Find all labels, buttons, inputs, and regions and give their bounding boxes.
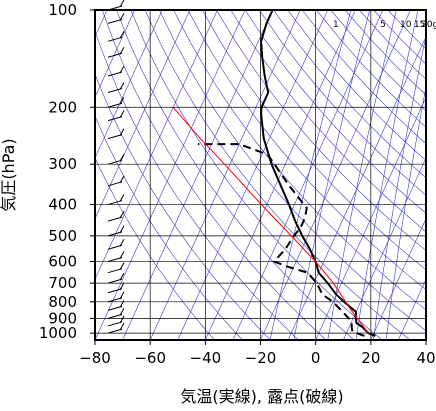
- dry-adiabat-line: [259, 10, 426, 196]
- y-axis-title: 気圧(hPa): [0, 138, 18, 211]
- wind-barb-flag: [119, 153, 125, 162]
- wind-barb-flag: [119, 251, 125, 259]
- parcel-line: [172, 106, 369, 334]
- wind-barb-flag: [119, 308, 125, 316]
- isotherm-line: [177, 10, 329, 340]
- wind-barb-flag: [119, 322, 125, 331]
- wind-barbs: [107, 0, 125, 334]
- isotherm-line: [149, 10, 301, 340]
- dry-adiabat-line: [216, 10, 426, 251]
- y-tick-label: 200: [48, 98, 77, 116]
- wind-barb-flag: [119, 272, 125, 281]
- wind-barb-flag: [119, 97, 125, 105]
- temperature-line: [260, 10, 376, 337]
- x-tick-label: −80: [79, 349, 111, 367]
- y-tick-label: 400: [48, 196, 77, 214]
- wind-barb-flag: [119, 65, 125, 74]
- isotherm-line: [95, 10, 246, 340]
- profile-series: [172, 10, 376, 337]
- wind-barb-flag: [119, 300, 125, 308]
- wind-barb-flag: [119, 46, 125, 55]
- y-tick-label: 800: [48, 293, 77, 311]
- mixing-ratio-label: 5: [380, 20, 386, 30]
- x-tick-label: 40: [416, 349, 435, 367]
- mixing-ratio-label: 10: [400, 20, 412, 30]
- wind-barb-flag: [119, 194, 125, 202]
- mixing-ratio-label: 20g: [421, 20, 436, 30]
- x-tick-label: −40: [190, 349, 222, 367]
- dry-adiabat-line: [116, 10, 355, 340]
- isotherm-line: [95, 10, 135, 98]
- isotherm-line: [315, 96, 426, 340]
- isotherm-line: [260, 10, 411, 340]
- wind-barb-flag: [119, 315, 125, 324]
- x-tick-label: 20: [361, 349, 380, 367]
- wind-barb-flag: [119, 128, 125, 136]
- isotherm-line: [205, 10, 356, 340]
- isotherm-line: [425, 339, 426, 340]
- mixing-ratio-label: 15: [414, 20, 425, 30]
- mixing-ratio-line: [269, 10, 352, 340]
- x-tick-label: −20: [245, 349, 277, 367]
- wind-barb-flag: [119, 13, 125, 21]
- wind-barb-flag: [119, 0, 125, 8]
- y-tick-label: 300: [48, 155, 77, 173]
- dry-adiabat-line: [187, 10, 426, 290]
- wind-barb-flag: [119, 282, 125, 291]
- isotherm-line: [232, 10, 384, 340]
- dry-adiabat-line: [144, 10, 411, 340]
- y-tick-label: 700: [48, 274, 77, 292]
- wind-barb-flag: [119, 31, 125, 39]
- isotherm-line: [95, 10, 163, 159]
- x-tick-label: 0: [311, 349, 321, 367]
- isotherm-line: [122, 10, 273, 340]
- y-tick-label: 1000: [39, 324, 77, 342]
- dry-adiabat-line: [159, 10, 426, 332]
- wind-barb-flag: [119, 82, 125, 90]
- mixing-ratio-line: [373, 34, 426, 340]
- mixing-ratio-label: 1: [333, 20, 339, 30]
- x-tick-label: −60: [134, 349, 166, 367]
- dewpoint-line: [197, 143, 365, 337]
- dry-adiabat-line: [244, 10, 426, 214]
- dry-adiabat-line: [95, 115, 243, 340]
- y-tick-label: 600: [48, 252, 77, 270]
- dry-adiabat-line: [101, 10, 327, 340]
- dry-adiabat-line: [273, 10, 426, 179]
- mixing-ratio-line: [327, 10, 397, 340]
- dry-adiabat-line: [201, 10, 426, 271]
- isotherm-line: [370, 217, 426, 340]
- y-tick-label: 900: [48, 309, 77, 327]
- x-axis-ticks: −80 −60 −40 −20 0 20 40: [79, 340, 436, 367]
- y-tick-label: 100: [48, 1, 77, 19]
- dry-adiabat-line: [95, 73, 271, 340]
- isotherm-line: [342, 157, 426, 340]
- mixing-ratio-line: [355, 10, 419, 340]
- wind-barb-flag: [119, 175, 125, 184]
- y-tick-label: 500: [48, 227, 77, 245]
- dry-adiabat-line: [287, 10, 426, 161]
- mixing-ratio-line: [293, 10, 370, 340]
- wind-barb-flag: [119, 262, 125, 270]
- grid-lines: [95, 10, 426, 340]
- wind-barb-flag: [119, 291, 125, 300]
- thermodynamic-lines: [95, 10, 426, 340]
- wind-barb-flag: [119, 110, 125, 118]
- isotherm-line: [95, 10, 218, 281]
- wind-barb-flag: [119, 225, 125, 234]
- dry-adiabat-line: [230, 10, 426, 233]
- mixing-ratio-line: [385, 85, 426, 340]
- wind-barb-flag: [119, 239, 125, 247]
- dry-adiabat-line: [173, 10, 426, 311]
- dry-adiabat-line: [95, 157, 215, 340]
- isotherm-line: [398, 278, 426, 340]
- isotherm-line: [95, 10, 191, 220]
- wind-barb-flag: [119, 210, 125, 219]
- x-axis-title: 気温(実線), 露点(破線): [180, 387, 343, 406]
